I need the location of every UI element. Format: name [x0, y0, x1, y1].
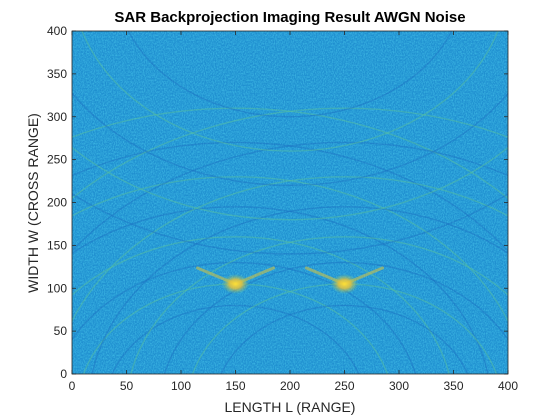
y-tick-label: 0 [60, 367, 67, 381]
chart-title: SAR Backprojection Imaging Result AWGN N… [114, 9, 465, 26]
arc-artifact [72, 107, 508, 200]
heatmap-noise-layer-2 [72, 31, 508, 374]
arc-artifact [91, 206, 508, 374]
x-tick-label: 350 [443, 379, 463, 393]
y-tick-label: 100 [47, 281, 67, 295]
y-tick-label: 200 [47, 196, 67, 210]
x-tick-label: 150 [225, 379, 245, 393]
y-tick-label: 400 [47, 24, 67, 38]
arc-artifact [72, 176, 508, 323]
x-axis-ticks: 0 50 100 150 200 250 300 350 400 [69, 31, 518, 393]
arc-artifact [72, 107, 508, 200]
arc-artifact [72, 261, 417, 374]
arc-artifact [72, 141, 508, 253]
x-tick-label: 0 [69, 379, 76, 393]
x-tick-label: 400 [498, 379, 518, 393]
arc-artifact [127, 31, 453, 118]
arc-artifact [72, 176, 508, 323]
x-tick-label: 100 [171, 379, 191, 393]
arc-artifact [72, 192, 508, 255]
y-tick-label: 250 [47, 153, 67, 167]
y-tick-label: 50 [54, 324, 68, 338]
y-tick-label: 300 [47, 110, 67, 124]
arc-artifact [72, 92, 508, 186]
arc-artifact [81, 31, 499, 152]
x-tick-label: 200 [280, 379, 300, 393]
target-point [221, 273, 250, 294]
x-tick-label: 300 [389, 379, 409, 393]
arc-artifact [111, 304, 360, 374]
arc-artifact [220, 304, 469, 374]
y-tick-label: 350 [47, 67, 67, 81]
x-tick-label: 50 [120, 379, 134, 393]
y-tick-label: 150 [47, 238, 67, 252]
arc-artifact [72, 146, 508, 221]
x-axis-label: LENGTH L (RANGE) [225, 399, 356, 415]
x-tick-label: 250 [334, 379, 354, 393]
y-axis-label: WIDTH W (CROSS RANGE) [25, 113, 41, 293]
target-hotspots [196, 266, 384, 294]
arc-artifact [72, 206, 489, 374]
arc-artifact [163, 261, 508, 374]
arc-artifact [72, 141, 508, 253]
target-point [330, 273, 359, 294]
y-axis-ticks: 0 50 100 150 200 250 300 350 400 [47, 24, 508, 381]
arc-artifact [130, 236, 508, 374]
arc-artifact [72, 236, 450, 374]
